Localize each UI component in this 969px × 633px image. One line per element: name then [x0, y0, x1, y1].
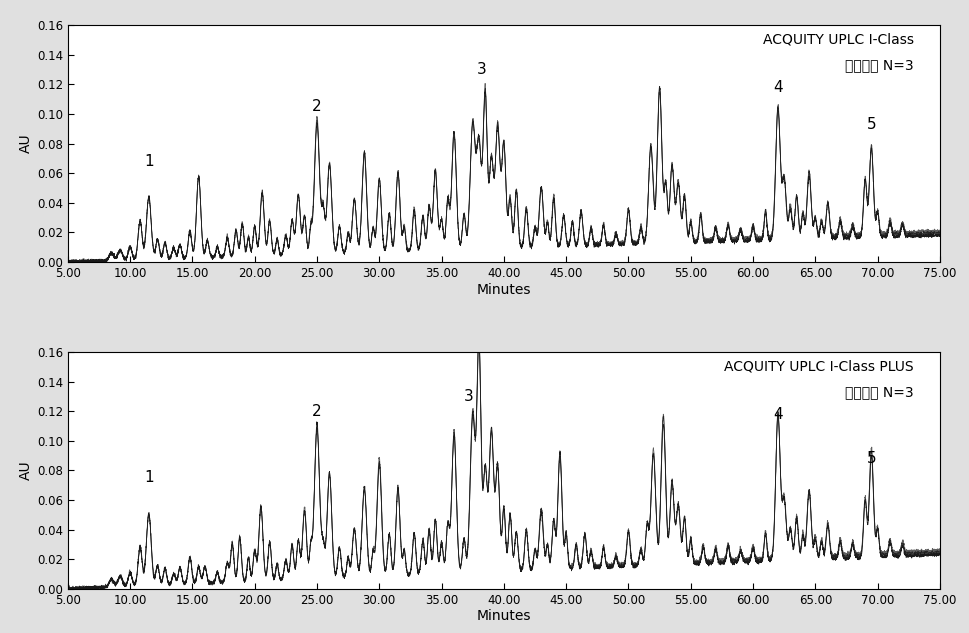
- Text: 叠加谱图 N=3: 叠加谱图 N=3: [845, 385, 914, 399]
- Y-axis label: AU: AU: [18, 134, 33, 153]
- Text: 3: 3: [477, 62, 486, 77]
- Text: 2: 2: [312, 99, 322, 114]
- Text: ACQUITY UPLC I-Class: ACQUITY UPLC I-Class: [763, 32, 914, 46]
- X-axis label: Minutes: Minutes: [477, 283, 531, 297]
- X-axis label: Minutes: Minutes: [477, 610, 531, 624]
- Text: 1: 1: [144, 154, 154, 169]
- Text: 叠加谱图 N=3: 叠加谱图 N=3: [845, 58, 914, 72]
- Text: 4: 4: [773, 80, 783, 95]
- Text: ACQUITY UPLC I-Class PLUS: ACQUITY UPLC I-Class PLUS: [724, 359, 914, 373]
- Text: 3: 3: [464, 389, 474, 404]
- Text: 1: 1: [144, 470, 154, 485]
- Text: 4: 4: [773, 406, 783, 422]
- Y-axis label: AU: AU: [18, 461, 33, 480]
- Text: 2: 2: [312, 404, 322, 418]
- Text: 5: 5: [866, 451, 876, 466]
- Text: 5: 5: [866, 117, 876, 132]
